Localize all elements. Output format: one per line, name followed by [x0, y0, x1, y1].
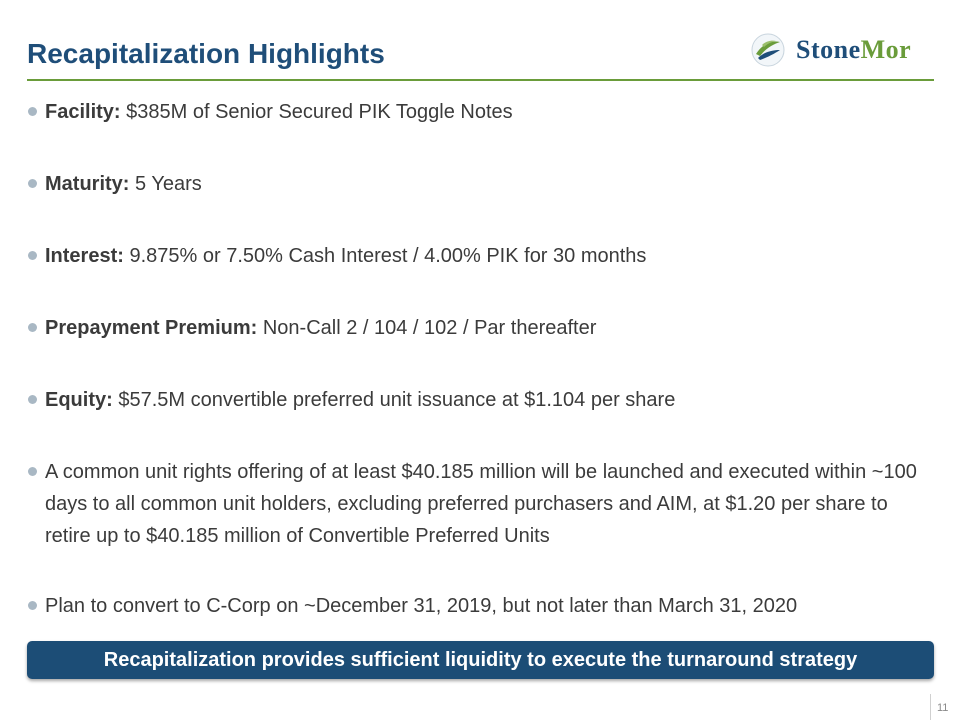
- summary-banner: Recapitalization provides sufficient liq…: [27, 641, 934, 679]
- bullet-dot-icon: [28, 395, 37, 404]
- bullet-rights-offering: A common unit rights offering of at leas…: [28, 456, 928, 552]
- bullet-dot-icon: [28, 107, 37, 116]
- bullet-equity: Equity: $57.5M convertible preferred uni…: [28, 384, 928, 416]
- bullet-dot-icon: [28, 467, 37, 476]
- bullet-dot-icon: [28, 323, 37, 332]
- title-divider: [27, 79, 934, 81]
- stonemor-logo: StoneMor: [750, 30, 911, 70]
- logo-wordmark: StoneMor: [796, 37, 911, 63]
- leaf-orb-icon: [750, 32, 786, 68]
- bullet-dot-icon: [28, 601, 37, 610]
- bullet-text: Non-Call 2 / 104 / 102 / Par thereafter: [257, 317, 597, 339]
- bullet-text: 9.875% or 7.50% Cash Interest / 4.00% PI…: [123, 245, 647, 267]
- bullet-dot-icon: [28, 179, 37, 188]
- bullet-prepayment: Prepayment Premium: Non-Call 2 / 104 / 1…: [28, 312, 928, 344]
- bullet-c-corp: Plan to convert to C-Corp on ~December 3…: [28, 590, 928, 622]
- bullet-interest: Interest: 9.875% or 7.50% Cash Interest …: [28, 240, 928, 272]
- bullet-text: $385M of Senior Secured PIK Toggle Notes: [120, 101, 513, 123]
- logo-text-accent: Mor: [860, 35, 912, 64]
- logo-text-primary: Stone: [796, 35, 861, 64]
- bullet-maturity: Maturity: 5 Years: [28, 168, 928, 200]
- bullet-text: A common unit rights offering of at leas…: [45, 461, 917, 547]
- bullet-text: 5 Years: [129, 173, 202, 195]
- bullet-label: Interest:: [45, 245, 124, 267]
- footer-divider: [930, 694, 931, 720]
- page-number: 11: [937, 702, 949, 714]
- bullet-text: $57.5M convertible preferred unit issuan…: [112, 389, 676, 411]
- bullet-label: Prepayment Premium:: [45, 317, 258, 339]
- bullet-label: Facility:: [45, 101, 121, 123]
- bullet-label: Maturity:: [45, 173, 130, 195]
- page-title: Recapitalization Highlights: [27, 38, 385, 69]
- bullet-dot-icon: [28, 251, 37, 260]
- bullet-facility: Facility: $385M of Senior Secured PIK To…: [28, 96, 928, 128]
- bullet-text: Plan to convert to C-Corp on ~December 3…: [45, 595, 798, 617]
- bullet-label: Equity:: [45, 389, 113, 411]
